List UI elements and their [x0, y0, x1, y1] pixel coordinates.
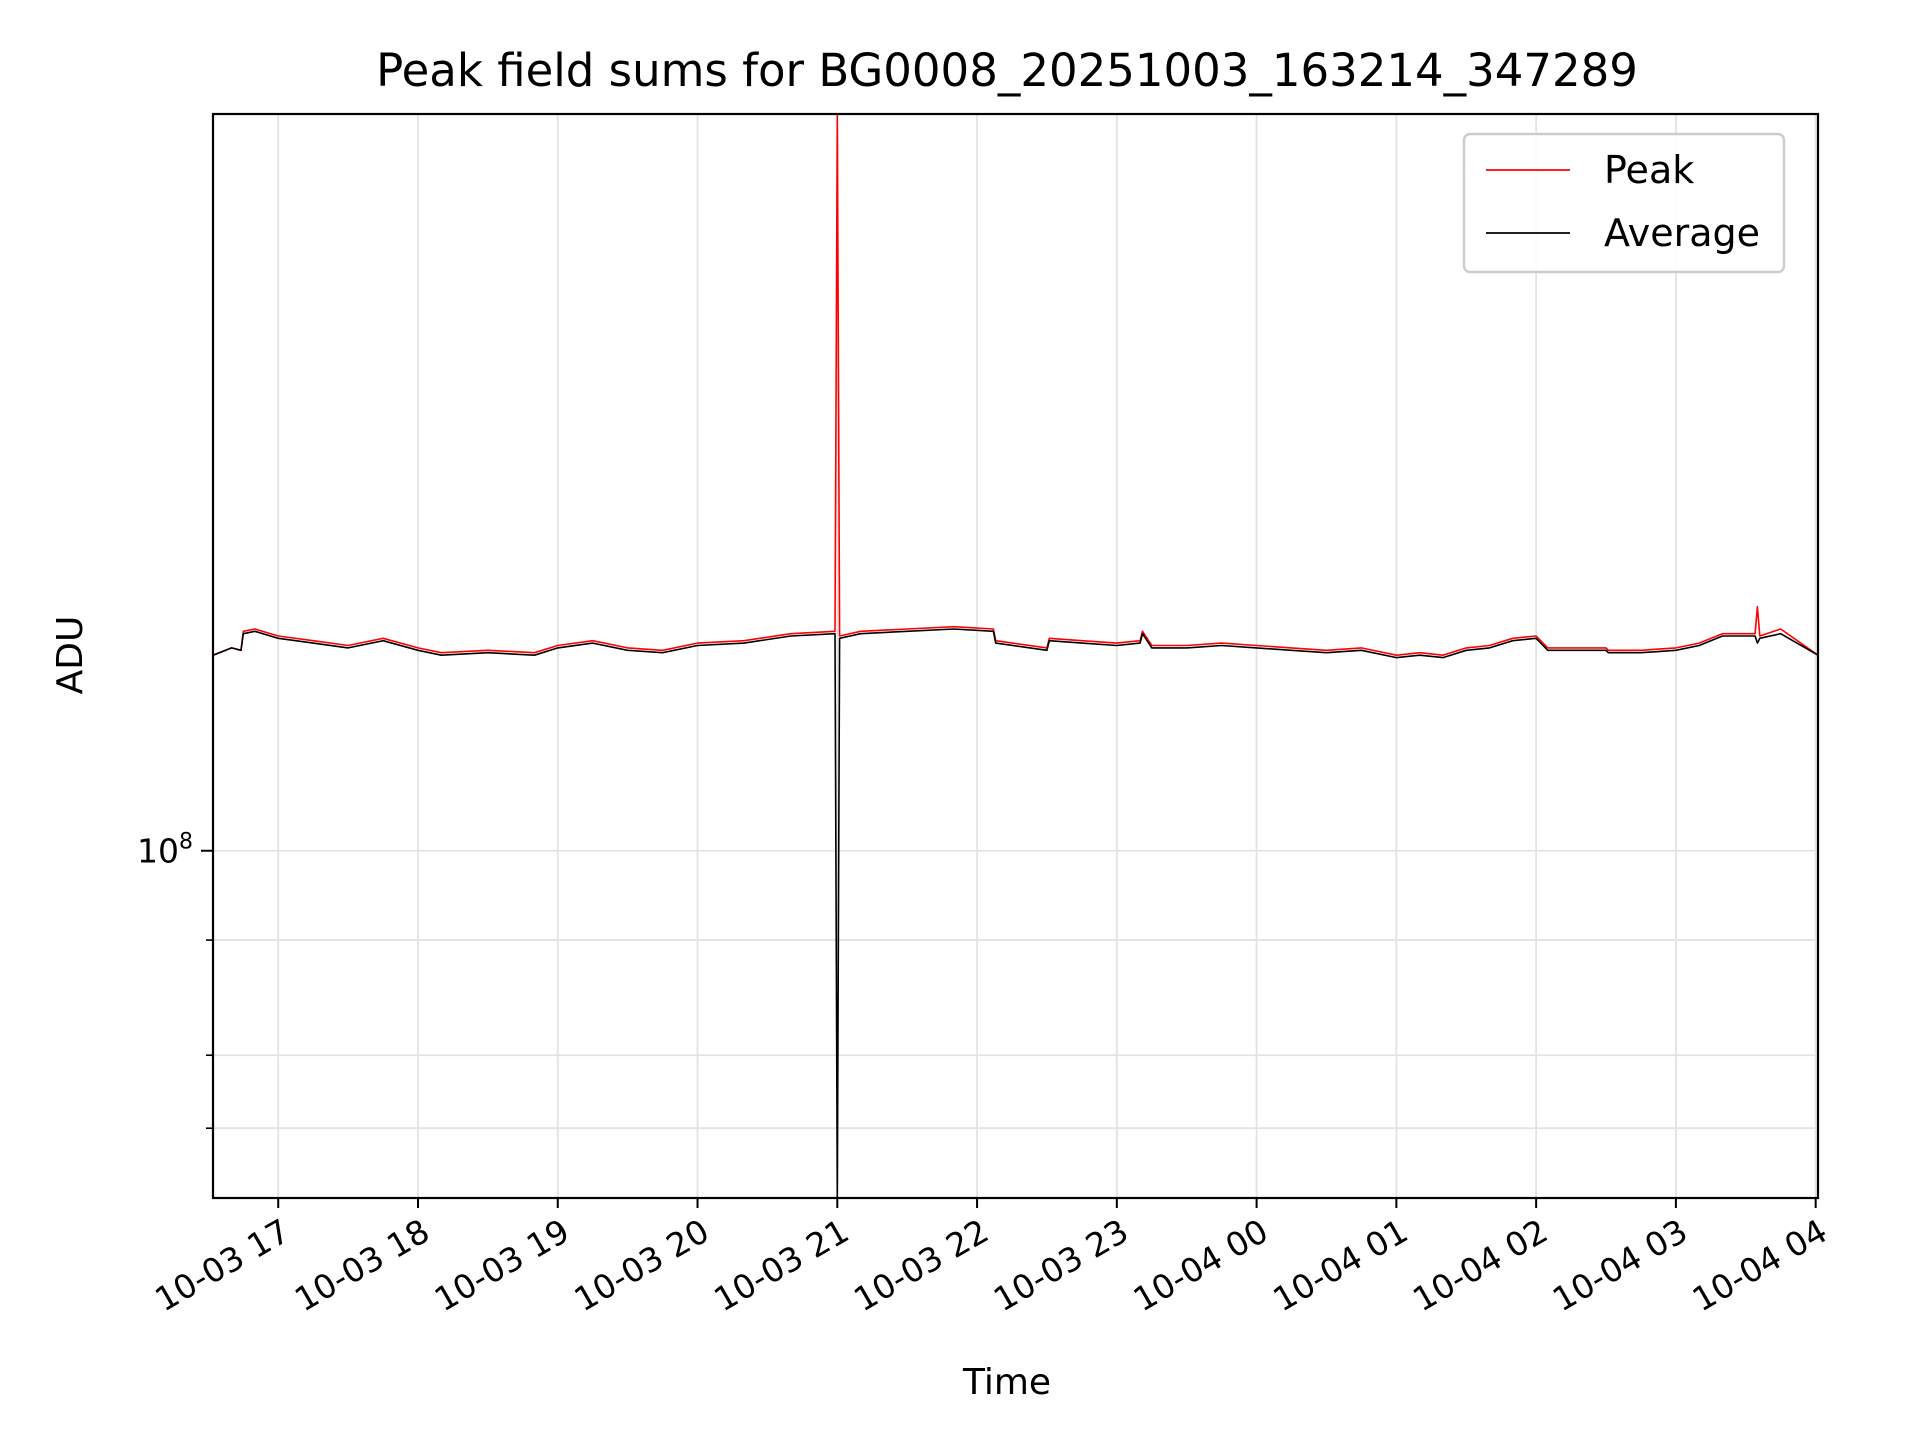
y-tick-label: 108 [137, 830, 193, 871]
y-axis-label: ADU [50, 616, 91, 695]
legend-label-average: Average [1604, 211, 1760, 255]
plot-frame [211, 112, 1820, 1200]
legend: Peak Average [1462, 132, 1786, 274]
y-tick-labels: 108 [137, 830, 193, 871]
legend-box [1462, 132, 1786, 274]
grid [213, 114, 1818, 1198]
axis-ticks [201, 849, 1817, 1208]
plot-area [212, 113, 1819, 1199]
x-axis-label: Time [962, 1362, 1051, 1403]
series-line-peak [212, 113, 1819, 657]
legend-label-peak: Peak [1604, 148, 1694, 192]
series-line-average [212, 628, 1819, 1199]
chart-title: Peak field sums for BG0008_20251003_1632… [376, 44, 1638, 97]
